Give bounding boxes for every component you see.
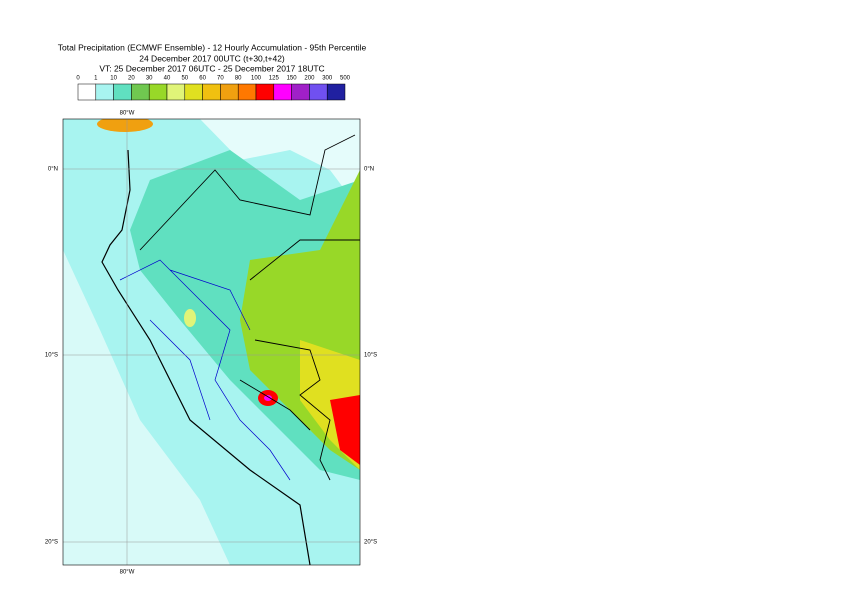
dry-area xyxy=(200,119,360,210)
legend-swatch xyxy=(95,83,114,101)
legend-label: 70 xyxy=(217,76,224,82)
legend-label: 0 xyxy=(76,76,80,82)
legend-swatch xyxy=(202,83,221,101)
rain-cell xyxy=(184,309,196,327)
legend-swatch xyxy=(77,83,97,101)
legend-swatch xyxy=(113,83,132,101)
legend-swatch xyxy=(184,83,203,101)
rain-cell xyxy=(264,395,272,401)
legend-label: 300 xyxy=(322,76,333,82)
legend-swatch xyxy=(166,83,186,101)
legend-label: 20 xyxy=(128,76,135,82)
lat-label: 10°S xyxy=(45,353,58,359)
legend-label: 1 xyxy=(94,76,98,82)
lat-label: 20°S xyxy=(364,540,377,546)
lat-label: 20°S xyxy=(45,540,58,546)
legend-label: 60 xyxy=(199,76,206,82)
title-line: 24 December 2017 00UTC (t+30,t+42) xyxy=(139,53,285,63)
legend-label: 50 xyxy=(181,76,188,82)
legend-label: 125 xyxy=(269,76,280,82)
legend-label: 30 xyxy=(146,76,153,82)
color-legend: 0 1 10 20 30 40 50 60 70 80 100 125 150 200 300 500 xyxy=(76,76,351,101)
legend-label: 500 xyxy=(340,76,351,82)
legend-label: 150 xyxy=(287,76,298,82)
lat-label: 10°S xyxy=(364,353,377,359)
legend-swatch xyxy=(255,83,275,101)
title-line: Total Precipitation (ECMWF Ensemble) - 1… xyxy=(58,42,367,52)
map-frame xyxy=(62,118,361,566)
title-block: Total Precipitation (ECMWF Ensemble) - 1… xyxy=(58,42,367,73)
legend-label: 80 xyxy=(235,76,242,82)
legend-swatch xyxy=(273,83,292,101)
legend-label: 200 xyxy=(304,76,315,82)
legend-swatch xyxy=(131,83,150,101)
lon-label: 80°W xyxy=(120,570,135,576)
rain-cell xyxy=(97,119,153,132)
legend-label: 10 xyxy=(110,76,117,82)
legend-swatch xyxy=(220,83,239,101)
legend-swatch xyxy=(148,83,168,101)
lat-label: 0°N xyxy=(48,167,58,173)
precipitation-map xyxy=(63,119,360,565)
lon-label: 80°W xyxy=(120,111,135,117)
legend-swatch xyxy=(237,83,257,101)
legend-label: 40 xyxy=(164,76,171,82)
title-line: VT: 25 December 2017 06UTC - 25 December… xyxy=(99,63,324,73)
borders xyxy=(139,134,360,481)
rain-area xyxy=(330,395,360,465)
lat-label: 0°N xyxy=(364,167,374,173)
legend-label: 100 xyxy=(251,76,262,82)
legend-swatch xyxy=(326,83,346,101)
coastline xyxy=(101,149,311,565)
legend-swatch xyxy=(291,83,310,101)
dry-area xyxy=(63,250,230,565)
graticule xyxy=(63,119,360,565)
legend-swatch xyxy=(309,83,328,101)
